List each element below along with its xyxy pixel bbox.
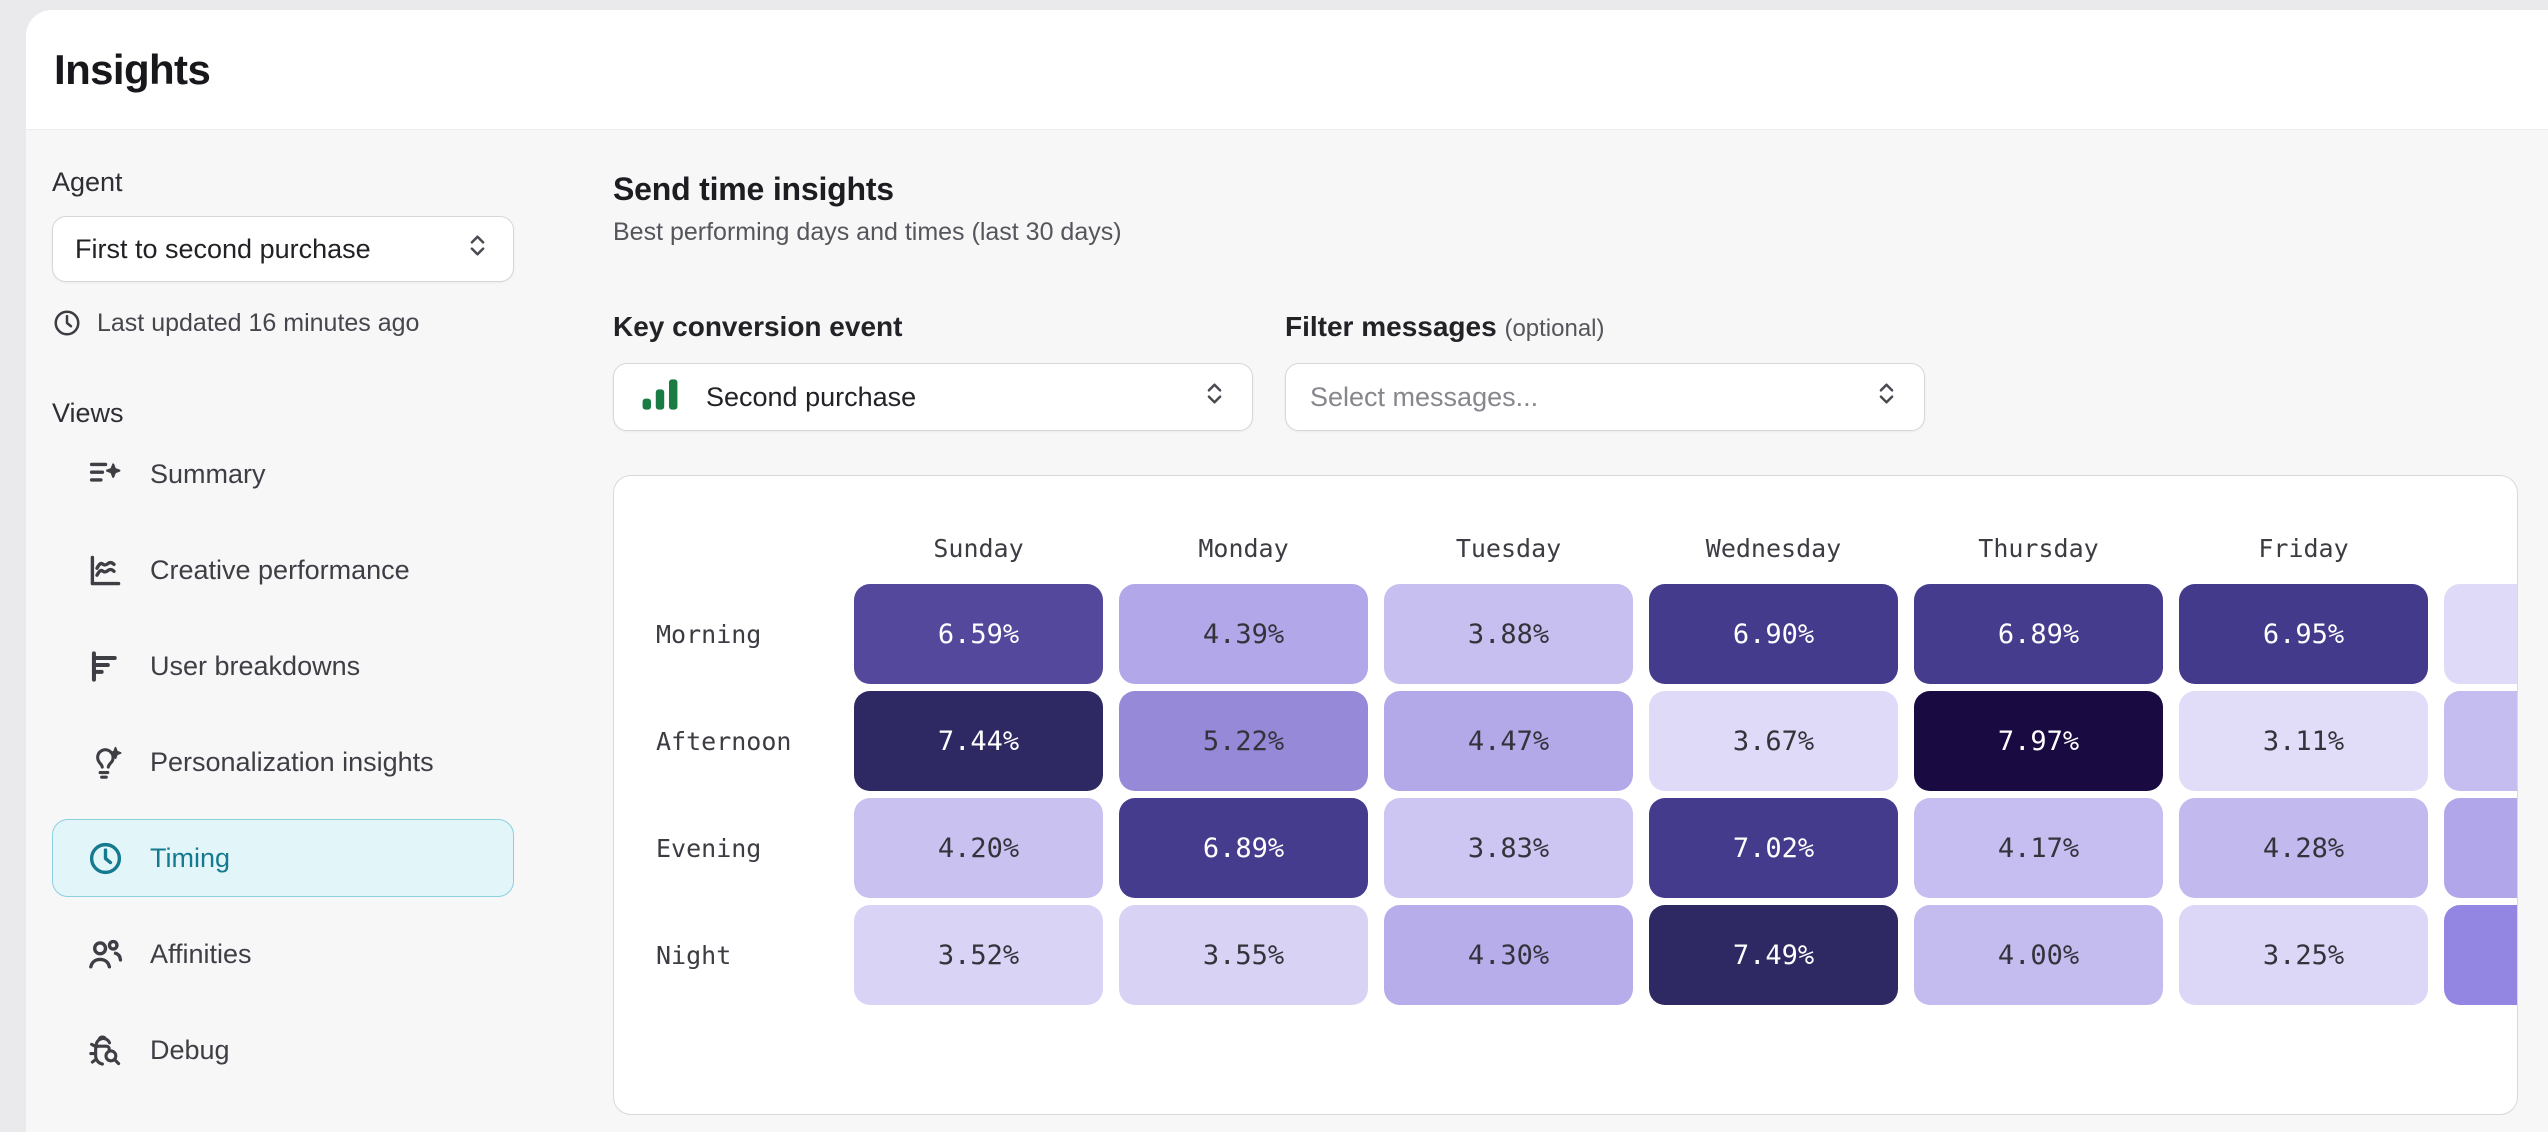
sidebar-item-label: Summary (150, 458, 266, 489)
green-bars-chart-icon (638, 372, 682, 423)
views-nav: Summary Creative performance User breakdow… (52, 435, 591, 1089)
bug-search-icon (87, 1032, 124, 1069)
heatmap-grid: Morning 6.59% 4.39% 3.88% 6.90% 6.89% 6.95% Aft… (638, 584, 2517, 1005)
period-label: Evening (656, 833, 762, 863)
heatmap-cell: 6.89% (1119, 798, 1368, 898)
heatmap-cell: 4.28% (2179, 798, 2428, 898)
sidebar-item-summary[interactable]: Summary (52, 435, 514, 513)
sidebar-item-affinities[interactable]: Affinities (52, 915, 514, 993)
heatmap-cell (2444, 905, 2517, 1005)
agent-select-value: First to second purchase (75, 233, 371, 264)
conversion-event-control: Key conversion event Second purchase (613, 311, 1253, 431)
heatmap-cell (2444, 798, 2517, 898)
page-title: Insights (54, 45, 211, 93)
controls-row: Key conversion event Second purchase Fil… (613, 311, 2548, 431)
send-time-heatmap-card: Sunday Monday Tuesday Wednesday Thursday Frid… (613, 475, 2518, 1115)
chevron-up-down-icon (464, 232, 491, 266)
main-content: Send time insights Best performing days … (613, 131, 2548, 1132)
heatmap-cell: 6.89% (1914, 584, 2163, 684)
heatmap-cell: 3.11% (2179, 691, 2428, 791)
heatmap-cell: 3.25% (2179, 905, 2428, 1005)
heatmap-cell: 4.20% (854, 798, 1103, 898)
sidebar-item-label: Timing (150, 842, 231, 873)
heatmap-cell: 4.00% (1914, 905, 2163, 1005)
filter-messages-control: Filter messages (optional) Select messag… (1285, 311, 1925, 431)
sidebar-item-debug[interactable]: Debug (52, 1011, 514, 1089)
last-updated-row: Last updated 16 minutes ago (52, 308, 591, 338)
heatmap-cell: 7.49% (1649, 905, 1898, 1005)
sidebar-item-timing[interactable]: Timing (52, 819, 514, 897)
conversion-event-select[interactable]: Second purchase (613, 363, 1253, 431)
heatmap-cell: 6.90% (1649, 584, 1898, 684)
heatmap-cell: 3.83% (1384, 798, 1633, 898)
heatmap-cell: 6.95% (2179, 584, 2428, 684)
day-label: Thursday (1978, 533, 2099, 563)
sidebar: Agent First to second purchase Last upda… (26, 131, 591, 1132)
heatmap-cell: 7.97% (1914, 691, 2163, 791)
clock-icon (87, 840, 124, 877)
sidebar-item-label: Personalization insights (150, 746, 434, 777)
filter-messages-placeholder: Select messages... (1310, 381, 1539, 412)
day-label: Monday (1198, 533, 1289, 563)
day-label: Friday (2258, 533, 2349, 563)
heatmap-cell: 5.22% (1119, 691, 1368, 791)
filter-messages-select[interactable]: Select messages... (1285, 363, 1925, 431)
heatmap-day-header-row: Sunday Monday Tuesday Wednesday Thursday Frid… (638, 526, 2493, 570)
last-updated-text: Last updated 16 minutes ago (97, 308, 420, 337)
heatmap-cell: 4.47% (1384, 691, 1633, 791)
period-label: Night (656, 940, 732, 970)
heatmap-cell: 4.17% (1914, 798, 2163, 898)
sidebar-item-label: Debug (150, 1034, 230, 1065)
sidebar-item-label: Creative performance (150, 554, 410, 585)
heatmap-cell (2444, 691, 2517, 791)
heatmap-cell: 7.44% (854, 691, 1103, 791)
optional-hint: (optional) (1504, 315, 1605, 342)
agent-select[interactable]: First to second purchase (52, 216, 514, 282)
chevron-up-down-icon (1201, 380, 1228, 414)
heatmap-cell: 3.88% (1384, 584, 1633, 684)
bar-chart-horizontal-icon (87, 648, 124, 685)
users-icon (87, 936, 124, 973)
lightbulb-sparkle-icon (87, 744, 124, 781)
summary-list-sparkle-icon (87, 456, 124, 493)
period-label: Afternoon (656, 726, 792, 756)
day-label: Sunday (933, 533, 1024, 563)
chevron-up-down-icon (1873, 380, 1900, 414)
period-label: Morning (656, 619, 762, 649)
agent-section-label: Agent (52, 167, 123, 197)
line-chart-icon (87, 552, 124, 589)
clock-icon (54, 310, 80, 336)
app-window: Insights Agent First to second purchase … (26, 10, 2548, 1132)
sidebar-item-creative-performance[interactable]: Creative performance (52, 531, 514, 609)
heatmap-cell: 3.55% (1119, 905, 1368, 1005)
heatmap-cell: 6.59% (854, 584, 1103, 684)
heatmap-corner-spacer (638, 526, 838, 570)
heatmap-cell: 3.67% (1649, 691, 1898, 791)
sidebar-item-label: User breakdowns (150, 650, 361, 681)
sidebar-item-label: Affinities (150, 938, 252, 969)
views-section-label: Views (52, 398, 124, 428)
sidebar-item-user-breakdowns[interactable]: User breakdowns (52, 627, 514, 705)
heatmap-cell: 4.30% (1384, 905, 1633, 1005)
page-header: Insights (26, 10, 2548, 130)
sidebar-item-personalization-insights[interactable]: Personalization insights (52, 723, 514, 801)
filter-messages-label: Filter messages (optional) (1285, 311, 1605, 342)
heatmap-cell (2444, 584, 2517, 684)
conversion-event-label: Key conversion event (613, 311, 903, 342)
heatmap-cell: 7.02% (1649, 798, 1898, 898)
conversion-event-value: Second purchase (706, 381, 917, 412)
heatmap-cell: 3.52% (854, 905, 1103, 1005)
day-label: Wednesday (1705, 533, 1842, 563)
day-label: Tuesday (1455, 533, 1562, 563)
section-title: Send time insights (613, 171, 894, 207)
section-subtitle: Best performing days and times (last 30 … (613, 218, 1122, 246)
heatmap-cell: 4.39% (1119, 584, 1368, 684)
